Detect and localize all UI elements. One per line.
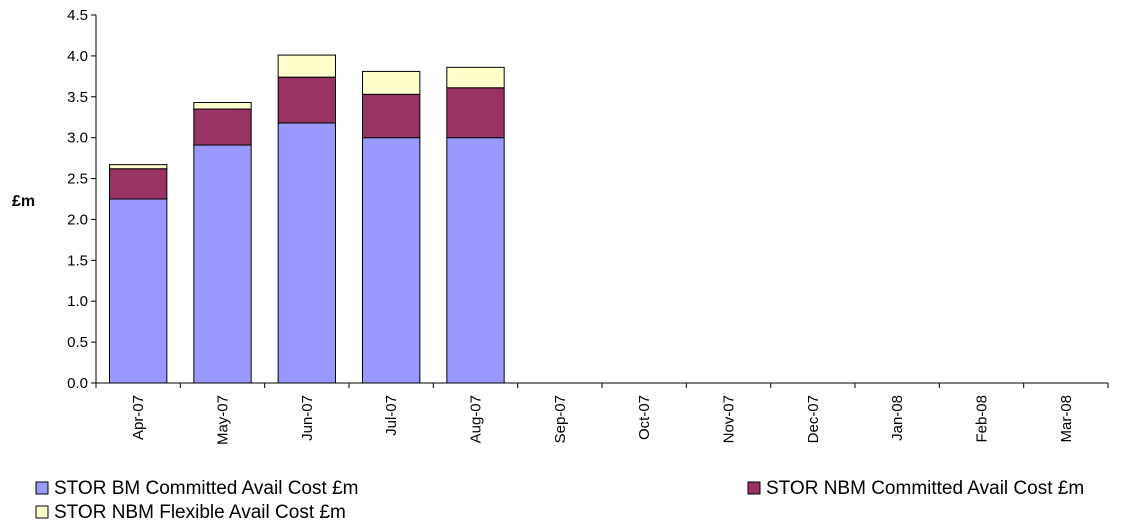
legend-label-2: STOR NBM Committed Avail Cost £m [766,478,1084,499]
bar-segment-3 [108,164,168,170]
y-axis-title: £m [12,193,35,210]
x-tick-label: Feb-08 [974,395,991,443]
x-tick-label: Apr-07 [130,395,147,440]
x-tick-label: Aug-07 [468,395,485,443]
x-tick-label: Jan-08 [889,395,906,441]
bar-segment-2 [277,76,337,124]
x-tick-label: Dec-07 [805,395,822,443]
bar-segment-1 [193,144,252,384]
bar-segment-2 [361,93,421,139]
y-tick-label: 1.0 [67,293,88,310]
bars [108,54,505,384]
legend: STOR BM Committed Avail Cost £m STOR NBM … [35,478,1084,523]
legend-swatch-3 [35,505,49,519]
tick-labels: 0.0 0.5 1.0 1.5 2.0 2.5 3.0 3.5 4.0 4.5 Apr-07 May-… [67,7,1075,445]
y-tick-label: 2.0 [67,211,88,228]
x-tick-label: Jun-07 [299,395,316,441]
legend-swatch-1 [35,481,49,495]
bar-segment-3 [361,70,421,95]
legend-label-3: STOR NBM Flexible Avail Cost £m [54,502,346,523]
x-tick-label: May-07 [215,395,232,445]
legend-swatch-2 [747,481,761,495]
x-tick-label: Oct-07 [636,395,653,440]
x-tick-label: Nov-07 [721,395,738,443]
bar-segment-2 [446,87,505,139]
y-tick-label: 0.0 [67,375,88,392]
y-tick-label: 2.5 [67,171,88,188]
y-tick-label: 3.5 [67,89,88,106]
bar-segment-3 [446,66,505,89]
bar-segment-1 [446,137,505,384]
x-tick-label: Jul-07 [383,395,400,436]
legend-label-1: STOR BM Committed Avail Cost £m [54,478,358,499]
bar-segment-2 [193,108,252,146]
y-tick-label: 4.5 [67,7,88,24]
y-tick-label: 1.5 [67,252,88,269]
bar-segment-3 [193,102,252,110]
y-tick-label: 0.5 [67,334,88,351]
bar-segment-1 [108,198,168,384]
bar-segment-1 [277,122,337,384]
x-tick-label: Mar-08 [1058,395,1075,443]
y-tick-label: 3.0 [67,130,88,147]
bar-segment-1 [361,137,421,384]
bar-segment-2 [108,168,168,200]
x-tick-label: Sep-07 [552,395,569,443]
bar-segment-3 [277,54,337,78]
y-tick-label: 4.0 [67,48,88,65]
axes: £m [12,14,1109,388]
